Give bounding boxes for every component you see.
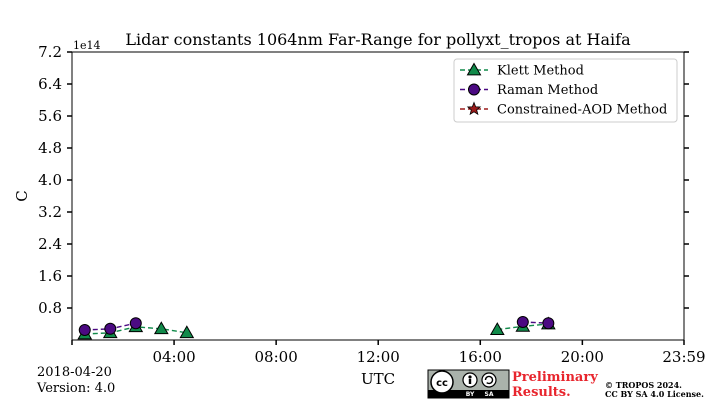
legend-marker — [466, 101, 482, 116]
x-axis-label: UTC — [361, 370, 395, 388]
data-point — [104, 322, 117, 335]
y-tick-label: 5.6 — [38, 107, 62, 125]
chart-title: Lidar constants 1064nm Far-Range for pol… — [125, 30, 631, 49]
legend-box — [453, 58, 678, 123]
svg-text:SA: SA — [485, 391, 494, 398]
x-tick-label: 08:00 — [255, 348, 298, 366]
sa-icon — [481, 372, 497, 388]
copyright-line2: CC BY SA 4.0 License. — [605, 389, 704, 399]
copyright-line1: © TROPOS 2024. — [605, 380, 682, 390]
preliminary-label-line2: Results. — [512, 385, 571, 400]
series-raman-method — [78, 316, 555, 336]
y-tick-label: 6.4 — [38, 75, 62, 93]
data-point — [153, 321, 169, 335]
x-tick-label: 12:00 — [357, 348, 400, 366]
y-tick-label: 0.8 — [38, 299, 62, 317]
y-tick-label: 1.6 — [38, 267, 62, 285]
x-tick-label: 04:00 — [152, 348, 195, 366]
y-axis-label: C — [13, 190, 31, 201]
data-point — [179, 325, 195, 339]
x-axis: 04:00 08:00 12:00 16:00 20:00 23:59 — [71, 340, 706, 366]
data-point — [516, 316, 529, 328]
x-tick-label: 20:00 — [561, 348, 604, 366]
legend-marker — [468, 83, 480, 96]
legend-label: Klett Method — [497, 64, 584, 79]
legend: Klett Method Raman Method Constrained-AOD … — [453, 58, 678, 123]
legend-label: Raman Method — [497, 83, 598, 98]
y-tick-label: 4.8 — [38, 139, 62, 157]
footer-version: Version: 4.0 — [36, 381, 115, 396]
data-point — [542, 317, 555, 330]
svg-text:BY: BY — [466, 391, 475, 398]
series-klett-method — [77, 316, 556, 340]
y-axis: 0.8 1.6 2.4 3.2 4.0 4.8 5.6 6.4 7.2 — [38, 43, 689, 317]
svg-text:cc: cc — [436, 378, 448, 389]
legend-marker — [466, 62, 482, 76]
data-point — [129, 317, 142, 330]
y-tick-label: 4.0 — [38, 171, 62, 189]
cc-license-badge: cc BY SA — [427, 369, 510, 399]
legend-label: Constrained-AOD Method — [497, 103, 667, 118]
series-layer — [77, 316, 556, 340]
footer-date: 2018-04-20 — [37, 365, 112, 380]
y-tick-label: 2.4 — [38, 235, 62, 253]
cc-icon — [430, 370, 454, 394]
y-tick-label: 7.2 — [38, 43, 62, 61]
x-tick-label: 23:59 — [662, 348, 705, 366]
x-tick-label: 16:00 — [459, 348, 502, 366]
preliminary-label-line1: Preliminary — [512, 370, 598, 385]
data-point — [489, 322, 505, 335]
y-tick-label: 3.2 — [38, 203, 62, 221]
y-axis-multiplier: 1e14 — [73, 39, 101, 52]
data-point — [78, 324, 91, 336]
